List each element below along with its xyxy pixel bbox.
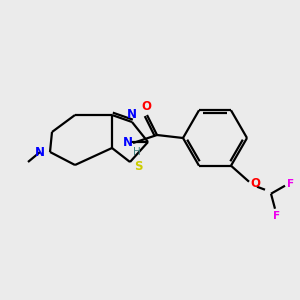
Text: F: F [273,211,280,221]
Text: F: F [287,179,295,189]
Text: N: N [127,107,137,121]
Text: N: N [35,146,45,158]
Text: O: O [141,100,151,113]
Text: H: H [133,147,141,157]
Text: N: N [123,136,133,149]
Text: O: O [250,177,260,190]
Text: S: S [134,160,142,172]
